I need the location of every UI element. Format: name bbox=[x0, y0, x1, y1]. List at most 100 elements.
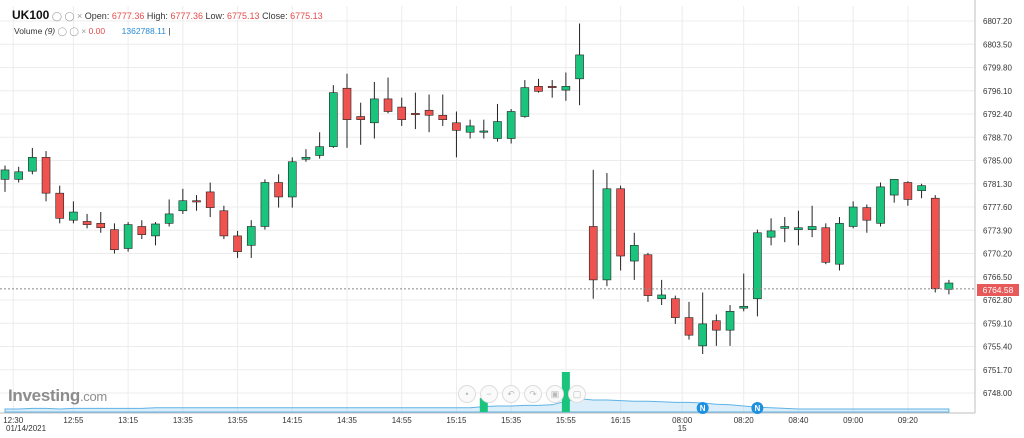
candle-body bbox=[301, 157, 311, 160]
candle-body bbox=[643, 254, 653, 296]
candle-body bbox=[192, 200, 201, 203]
last-price-label: 6764.58 bbox=[977, 284, 1019, 296]
news-marker bbox=[696, 402, 709, 414]
candle-body bbox=[698, 323, 707, 347]
candle-body bbox=[575, 54, 584, 80]
y-tick-label: 6770.20 bbox=[983, 250, 1012, 259]
news-marker-label: N bbox=[700, 404, 706, 413]
candle-body bbox=[547, 86, 557, 88]
candle-body bbox=[123, 224, 133, 249]
y-tick-label: 6748.00 bbox=[983, 389, 1012, 398]
close-label: Close: bbox=[262, 11, 288, 21]
logo-brand: Investing bbox=[8, 386, 80, 405]
candle-body bbox=[82, 221, 92, 225]
candle-body bbox=[835, 223, 844, 265]
candle-body bbox=[739, 305, 749, 309]
symbol-label: UK100 bbox=[12, 8, 50, 22]
candle-body bbox=[780, 226, 790, 229]
y-tick-label: 6781.30 bbox=[983, 180, 1012, 189]
candle-body bbox=[260, 182, 270, 227]
screenshot-icon[interactable]: ▣ bbox=[546, 385, 564, 403]
volume-eye-icon[interactable]: ◯ ◯ × bbox=[57, 26, 87, 36]
candle-body bbox=[629, 245, 639, 262]
y-tick-label: 6807.20 bbox=[983, 17, 1012, 26]
chart-nav-buttons: • − ↶ ↷ ▣ ▢ bbox=[458, 384, 590, 403]
y-tick-label: 6803.50 bbox=[983, 40, 1012, 49]
news-marker-label: N bbox=[755, 404, 761, 413]
x-tick-label: 14:55 bbox=[392, 416, 413, 425]
candle-body bbox=[164, 213, 174, 224]
candle-body bbox=[342, 87, 352, 120]
candle-body bbox=[452, 122, 461, 131]
candle-body bbox=[903, 182, 913, 200]
candle-body bbox=[725, 311, 735, 331]
volume-header: Volume (9) ◯ ◯ × 0.00 1362788.11 | bbox=[14, 26, 171, 37]
candle-body bbox=[766, 230, 776, 238]
y-tick-label: 6773.90 bbox=[983, 226, 1012, 235]
chart-header: UK100 ◯ ◯ × Open: 6777.36 High: 6777.36 … bbox=[12, 8, 323, 22]
x-tick-label: 13:15 bbox=[118, 416, 139, 425]
investing-logo: Investing.com bbox=[8, 386, 107, 406]
redo-icon[interactable]: ↷ bbox=[524, 385, 542, 403]
candle-body bbox=[424, 109, 434, 116]
x-tick-label: 09:00 bbox=[843, 416, 864, 425]
candle-body bbox=[944, 282, 954, 290]
candle-body bbox=[356, 116, 365, 120]
volume-value: 0.00 bbox=[88, 26, 106, 36]
candle-body bbox=[807, 226, 817, 230]
candle-body bbox=[397, 106, 407, 120]
candle-body bbox=[616, 188, 625, 257]
x-tick-label: 14:35 bbox=[337, 416, 358, 425]
open-value: 6777.36 bbox=[111, 11, 145, 21]
open-label: Open: bbox=[84, 11, 110, 21]
candle-body bbox=[561, 86, 571, 91]
candle-body bbox=[110, 229, 119, 251]
y-tick-label: 6788.70 bbox=[983, 133, 1012, 142]
zoom-out-icon[interactable]: − bbox=[480, 385, 498, 403]
x-tick-label: 15:15 bbox=[446, 416, 467, 425]
undo-icon[interactable]: ↶ bbox=[502, 385, 520, 403]
volume-bar bbox=[561, 372, 570, 412]
volume-period: (9) bbox=[44, 26, 56, 36]
candle-body bbox=[821, 227, 831, 263]
y-tick-label: 6766.50 bbox=[983, 273, 1012, 282]
high-label: High: bbox=[146, 11, 168, 21]
date-label: 01/14/2021 bbox=[6, 424, 47, 433]
x-tick-label: 15:35 bbox=[501, 416, 522, 425]
candle-body bbox=[493, 121, 502, 139]
y-tick-label: 6755.40 bbox=[983, 343, 1012, 352]
candle-body bbox=[287, 161, 297, 198]
x-tick-label: 08:40 bbox=[788, 416, 809, 425]
candle-body bbox=[246, 226, 256, 246]
candle-body bbox=[137, 226, 147, 235]
candle-body bbox=[479, 130, 489, 133]
y-tick-label: 6785.00 bbox=[983, 157, 1012, 166]
x-tick-label: 08:20 bbox=[734, 416, 755, 425]
candle-body bbox=[151, 223, 160, 237]
candle-body bbox=[329, 92, 338, 147]
candle-body bbox=[370, 98, 379, 124]
settings-circle-icon[interactable]: • bbox=[458, 385, 476, 403]
x-tick-label: 15:55 bbox=[556, 416, 577, 425]
candle-body bbox=[0, 169, 10, 180]
x-tick-label: 16:15 bbox=[611, 416, 632, 425]
candle-body bbox=[438, 114, 448, 120]
candle-body bbox=[205, 191, 215, 208]
candle-body bbox=[219, 210, 229, 237]
cursor-bar: | bbox=[168, 26, 171, 36]
high-value: 6777.36 bbox=[170, 11, 203, 21]
candle-body bbox=[712, 320, 721, 331]
header-eye-icon[interactable]: ◯ ◯ × bbox=[51, 11, 83, 21]
fullscreen-icon[interactable]: ▢ bbox=[568, 385, 586, 403]
x-tick-label: 13:55 bbox=[228, 416, 249, 425]
candle-body bbox=[41, 157, 51, 194]
close-value: 6775.13 bbox=[290, 11, 323, 21]
low-label: Low: bbox=[205, 11, 225, 21]
candle-body bbox=[520, 87, 530, 117]
candle-body bbox=[876, 186, 885, 224]
candle-body bbox=[506, 111, 516, 139]
y-tick-label: 6792.40 bbox=[983, 110, 1012, 119]
x-tick-label: 12:30 bbox=[3, 416, 24, 425]
